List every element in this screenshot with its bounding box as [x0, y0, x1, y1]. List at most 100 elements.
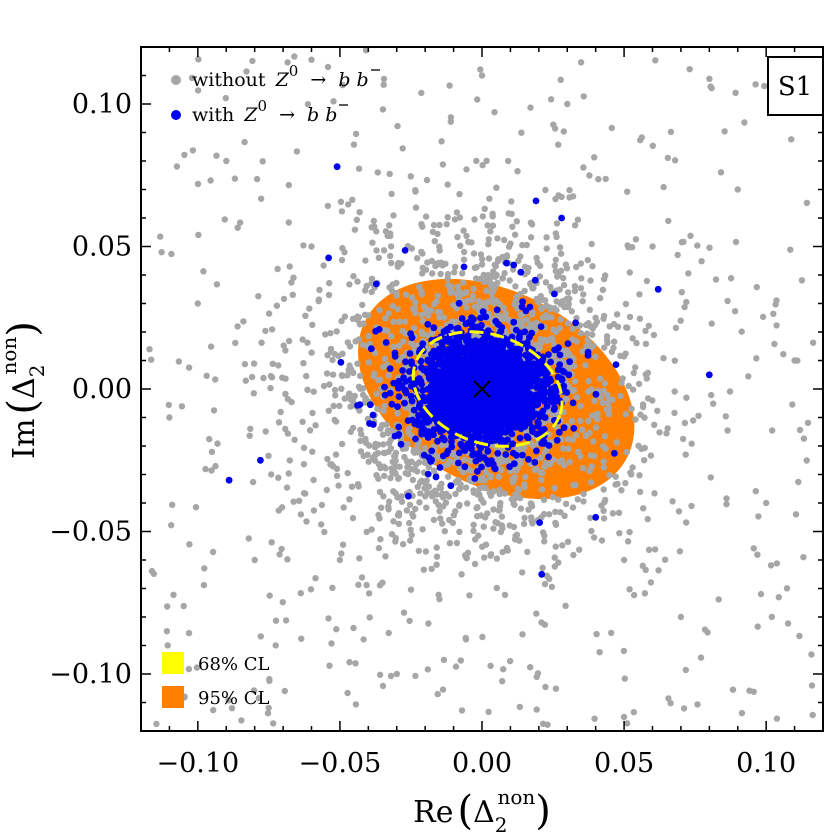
blue-point: [449, 341, 456, 349]
blue-point: [539, 407, 547, 415]
blue-point: [495, 424, 503, 431]
gray-point: [258, 339, 265, 346]
gray-point: [368, 275, 376, 282]
blue-point: [467, 424, 474, 432]
gray-point: [354, 481, 362, 488]
gray-point: [418, 288, 425, 295]
gray-point: [350, 369, 357, 376]
gray-point: [243, 68, 250, 75]
gray-point: [485, 708, 492, 716]
gray-point: [434, 690, 441, 698]
gray-point: [454, 233, 461, 241]
gray-point: [706, 75, 713, 83]
gray-point: [773, 715, 781, 722]
gray-point: [282, 425, 289, 433]
gray-point: [564, 289, 572, 296]
gray-point: [538, 476, 545, 483]
gray-point: [447, 118, 454, 125]
gray-point: [392, 457, 399, 465]
gray-point: [299, 418, 306, 425]
gray-point: [800, 554, 807, 561]
blue-point: [390, 379, 398, 387]
panel-label-box: [767, 56, 824, 116]
blue-point: [398, 382, 406, 390]
gray-point: [585, 320, 592, 327]
gray-point: [538, 305, 545, 313]
gray-point: [282, 617, 290, 624]
gray-point: [412, 299, 419, 306]
gray-point: [436, 508, 443, 515]
gray-point: [490, 525, 497, 532]
gray-point: [425, 464, 432, 471]
gray-point: [153, 720, 160, 728]
gray-point: [551, 262, 558, 269]
gray-point: [564, 320, 572, 327]
gray-point: [304, 101, 312, 108]
blue-point: [430, 324, 438, 332]
blue-point: [566, 358, 573, 366]
gray-point: [494, 235, 501, 242]
gray-point: [783, 585, 791, 592]
gray-point: [312, 422, 319, 429]
gray-point: [661, 556, 669, 563]
gray-point: [368, 288, 375, 296]
gray-point: [589, 325, 596, 332]
gray-point: [273, 302, 281, 309]
gray-point: [375, 254, 382, 261]
gray-point: [471, 264, 479, 271]
gray-point: [551, 351, 559, 359]
gray-point: [265, 452, 272, 459]
gray-point: [285, 470, 292, 477]
gray-point: [277, 408, 284, 416]
gray-point: [483, 287, 490, 294]
blue-point: [534, 422, 542, 430]
gray-point: [379, 682, 387, 690]
gray-point: [448, 318, 455, 325]
gray-point: [651, 490, 658, 497]
gray-point: [489, 288, 496, 295]
blue-point: [507, 419, 515, 427]
gray-point: [601, 498, 608, 506]
gray-point: [276, 551, 283, 558]
gray-point: [333, 328, 340, 335]
gray-point: [302, 312, 309, 319]
legend-marker-blue: [171, 110, 181, 120]
gray-point: [754, 623, 761, 630]
gray-point: [613, 311, 621, 318]
gray-point: [365, 458, 372, 465]
gray-point: [672, 324, 680, 332]
gray-point: [423, 176, 431, 184]
gray-point: [582, 362, 589, 369]
gray-point: [306, 427, 314, 434]
gray-point: [300, 360, 307, 367]
gray-point: [241, 138, 248, 146]
gray-point: [512, 297, 519, 305]
gray-point: [626, 269, 633, 276]
gray-point: [403, 507, 410, 514]
gray-point: [284, 395, 292, 403]
gray-point: [437, 515, 444, 522]
gray-point: [626, 528, 633, 536]
gray-point: [486, 489, 493, 497]
gray-point: [381, 472, 388, 480]
gray-point: [499, 548, 506, 556]
gray-point: [542, 683, 549, 691]
gray-point: [346, 390, 353, 397]
blue-point: [436, 359, 444, 367]
gray-point: [618, 487, 625, 494]
gray-point: [372, 451, 379, 458]
gray-point: [663, 430, 670, 437]
gray-point: [337, 198, 345, 205]
gray-point: [511, 501, 518, 509]
gray-point: [540, 510, 548, 518]
gray-point: [514, 485, 522, 492]
gray-point: [539, 529, 547, 536]
blue-point: [455, 459, 462, 467]
y-axis-title-sub: 2: [25, 365, 49, 378]
gray-point: [559, 542, 566, 549]
gray-point: [667, 700, 674, 707]
gray-point: [562, 602, 569, 609]
gray-point: [418, 89, 425, 97]
gray-point: [411, 466, 419, 473]
gray-point: [463, 232, 470, 240]
